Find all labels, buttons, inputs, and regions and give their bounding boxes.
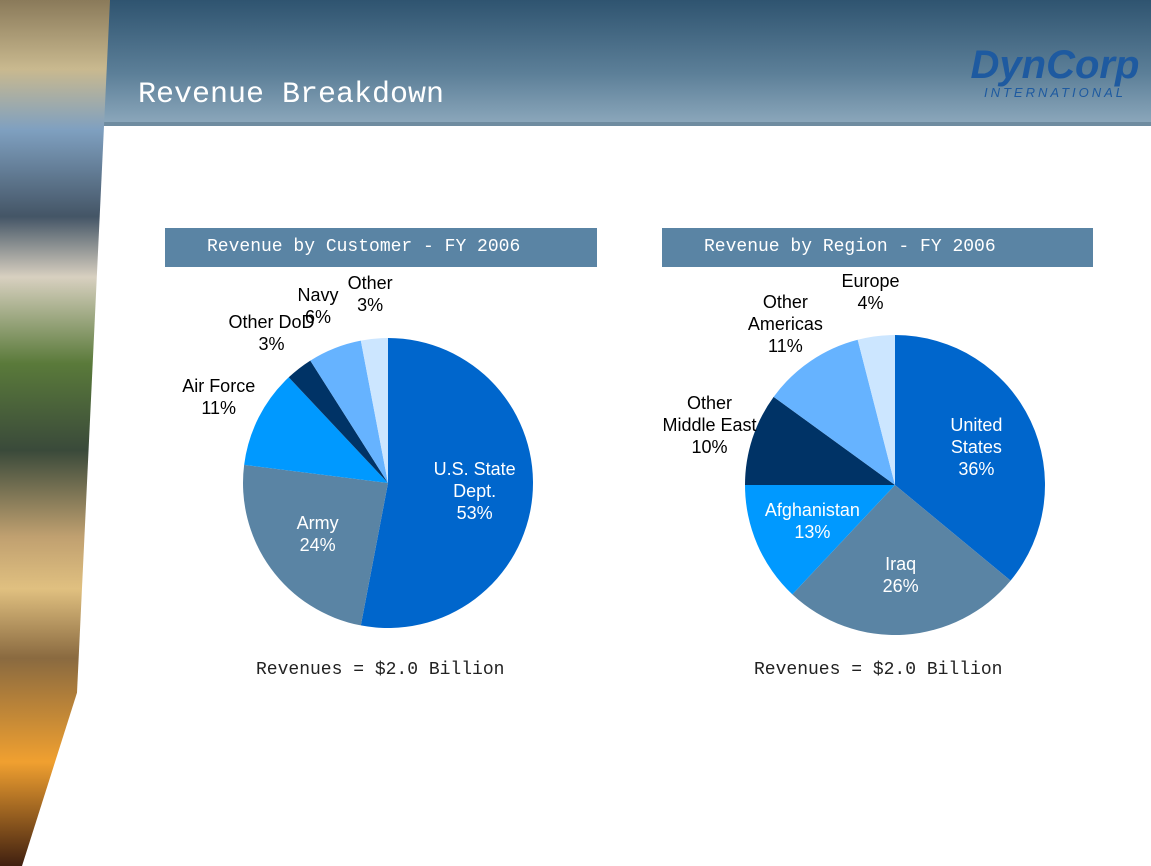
slice-category: Other DoD <box>228 311 315 332</box>
slice-label: Iraq 26% <box>851 553 951 597</box>
slice-label: U.S. State Dept. 53% <box>425 458 525 524</box>
pie-slice <box>310 340 388 483</box>
slice-value: 53% <box>456 503 493 524</box>
slice-value: 24% <box>299 535 336 556</box>
header-band <box>0 0 1151 126</box>
pie-slice <box>244 377 388 483</box>
slice-label: Other Americas 11% <box>735 291 835 357</box>
logo: DynCorp INTERNATIONAL <box>960 45 1150 100</box>
slice-value: 4% <box>857 292 884 313</box>
slice-category: Navy <box>297 285 339 306</box>
logo-subtitle: INTERNATIONAL <box>983 85 1127 100</box>
pie-slice <box>360 338 388 483</box>
slice-value: 26% <box>882 575 919 596</box>
slice-value: 11% <box>768 335 803 356</box>
slice-category: Other <box>347 272 393 293</box>
slice-value: 3% <box>357 294 384 315</box>
logo-name: DynCorp <box>970 43 1140 87</box>
slice-category: Afghanistan <box>764 499 860 520</box>
footnote: Revenues = $2.0 Billion <box>256 660 505 680</box>
slice-value: 36% <box>958 458 995 479</box>
pie-slice <box>360 338 533 628</box>
slice-label: Air Force 11% <box>169 375 269 419</box>
slice-category: Iraq <box>885 553 917 574</box>
chart-title: Revenue by Customer - FY 2006 <box>165 228 597 267</box>
slice-label: Other 3% <box>320 272 420 316</box>
slice-label: Other Middle East 10% <box>660 392 760 458</box>
slice-label: Navy 6% <box>268 284 368 328</box>
pie-slice <box>857 335 895 485</box>
slide-title: Revenue Breakdown <box>138 78 445 112</box>
pie-slice <box>773 339 895 485</box>
slice-label: Afghanistan 13% <box>762 499 862 543</box>
slice-label: Other DoD 3% <box>222 311 322 355</box>
slice-category: Europe <box>841 270 900 291</box>
slice-value: 3% <box>258 333 285 354</box>
pie-slice <box>243 464 388 626</box>
slice-label: United States 36% <box>926 414 1026 480</box>
slice-label: Europe 4% <box>821 270 921 314</box>
slice-value: 6% <box>305 307 332 328</box>
pie-slice <box>895 335 1045 581</box>
chart-title: Revenue by Region - FY 2006 <box>662 228 1093 267</box>
slice-category: U.S. State Dept. <box>433 459 516 502</box>
pie-slice <box>792 485 1011 635</box>
footnote: Revenues = $2.0 Billion <box>754 660 1003 680</box>
slice-category: Other Middle East <box>662 392 757 435</box>
slice-value: 10% <box>691 436 728 457</box>
slice-category: Other Americas <box>747 291 823 334</box>
pie-slice <box>745 485 895 595</box>
slice-label: Army 24% <box>268 512 368 556</box>
slice-value: 13% <box>794 521 831 542</box>
slice-value: 11% <box>201 397 237 418</box>
slice-category: Army <box>296 513 339 534</box>
pie-slice <box>288 360 388 483</box>
pie-slice <box>745 396 895 485</box>
slice-category: United States <box>950 414 1003 457</box>
slice-category: Air Force <box>182 375 256 396</box>
